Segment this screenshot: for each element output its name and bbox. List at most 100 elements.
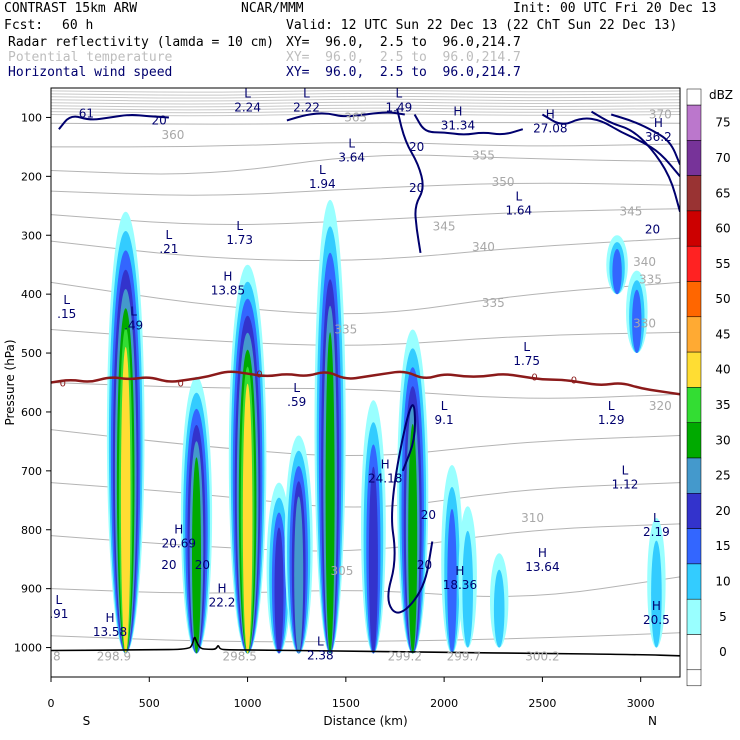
- extremum-label: H20.5: [643, 599, 670, 627]
- extremum-label: H13.64: [525, 546, 559, 574]
- colorbar-swatch-25: [686, 457, 702, 494]
- theta-band-line: [51, 107, 680, 111]
- extremum-value: 3.64: [338, 151, 365, 165]
- extremum-label: L2.19: [643, 511, 670, 539]
- extremum-label: L1.29: [598, 399, 625, 427]
- extremum-letter: H: [538, 546, 547, 560]
- extremum-label: H13.85: [211, 269, 245, 297]
- freezing-level-label: 0: [60, 379, 66, 390]
- extremum-label: L2.24: [234, 88, 261, 115]
- wind-contour-3: [413, 114, 524, 136]
- extremum-value: 1.12: [612, 478, 639, 492]
- theta-contour-345: [51, 208, 680, 225]
- x-end-label-left: S: [83, 714, 91, 728]
- colorbar-swatch-75: [686, 104, 702, 141]
- theta-label: 360: [161, 128, 184, 142]
- colorbar-label: 50: [715, 292, 730, 306]
- field-theta-name: Potential temperature: [8, 50, 173, 65]
- colorbar-swatch-5: [686, 598, 702, 635]
- extremum-value: 1.75: [513, 354, 540, 368]
- refl-column-2-level-40: [242, 383, 253, 654]
- plot-frame: [50, 87, 681, 678]
- refl-column-7-level-30: [408, 424, 418, 654]
- extremum-label: H36.2: [645, 116, 672, 144]
- wind-contour-7: [387, 404, 434, 614]
- extremum-letter: L: [166, 228, 173, 242]
- extremum-letter: L: [56, 593, 63, 607]
- wind-contour-2: [396, 108, 424, 254]
- y-tick-label: 700: [21, 465, 42, 478]
- valid-time: Valid: 12 UTC Sun 22 Dec 13 (22 ChT Sun …: [286, 18, 678, 33]
- colorbar-label: 25: [715, 469, 730, 483]
- field-theta-xy: XY= 96.0, 2.5 to 96.0,214.7: [286, 50, 521, 65]
- extremum-letter: H: [654, 116, 663, 130]
- reflectivity-columns: [106, 199, 666, 654]
- extremum-label: L.49: [124, 305, 143, 333]
- extremum-letter: H: [455, 564, 464, 578]
- theta-band-line: [51, 89, 680, 93]
- theta-label: 299.7: [447, 649, 481, 663]
- forecast-value: 60 h: [62, 18, 94, 33]
- extremum-label: H13.58: [93, 611, 127, 639]
- colorbar-swatch-15: [686, 528, 702, 565]
- theta-label: 305: [330, 564, 353, 578]
- theta-label: 345: [619, 205, 642, 219]
- wind-contour-1: [286, 111, 405, 122]
- extremum-letter: L: [317, 634, 324, 648]
- colorbar-swatch-35: [686, 387, 702, 423]
- wind-label: 20: [195, 558, 210, 572]
- field-reflectivity-name: Radar reflectivity (lamda = 10 cm): [8, 35, 275, 50]
- colorbar-label: 30: [715, 433, 730, 447]
- field-wind-name: Horizontal wind speed: [8, 65, 173, 80]
- freezing-level: 0 0 0 0 0: [51, 370, 680, 396]
- colorbar-label: 20: [715, 504, 730, 518]
- wind-label: 20: [417, 558, 432, 572]
- extremum-value: 20.69: [162, 537, 196, 551]
- extremum-value: .59: [287, 395, 306, 409]
- theta-contour-300: [51, 632, 680, 643]
- extremum-label: 61: [79, 107, 94, 121]
- extremum-label: H31.34: [441, 104, 475, 132]
- refl-column-13-level-10: [651, 540, 662, 648]
- colorbar-swatch-0: [686, 634, 702, 671]
- extremum-label: H22.2: [209, 581, 236, 609]
- colorbar-label: 75: [715, 116, 730, 130]
- center-name: NCAR/MMM: [241, 1, 304, 16]
- colorbar-swatch-50: [686, 281, 702, 318]
- theta-band-line: [51, 92, 680, 96]
- freezing-level-label: 0: [178, 379, 184, 390]
- extremum-value: 13.58: [93, 625, 127, 639]
- x-tick-label: 1500: [332, 697, 360, 710]
- theta-label: 298.5: [223, 649, 257, 663]
- refl-column-11-level-15: [612, 249, 622, 295]
- extremum-letter: L: [523, 340, 530, 354]
- theta-label: 365: [344, 111, 367, 125]
- extremum-label: L3.64: [338, 137, 365, 165]
- colorbar-swatch-10: [686, 563, 702, 600]
- colorbar-swatch-55: [686, 245, 702, 282]
- theta-label: 370: [649, 108, 672, 122]
- extremum-label: L.59: [287, 381, 306, 409]
- extremum-letter: L: [653, 511, 660, 525]
- colorbar-swatch-20: [686, 493, 702, 529]
- extremum-value: 1.73: [226, 233, 253, 247]
- extremum-letter: H: [453, 104, 462, 118]
- extremum-value: 61: [79, 107, 94, 121]
- extremum-letter: L: [396, 87, 403, 101]
- theta-label: 298.9: [97, 649, 131, 663]
- colorbar-label: 60: [715, 222, 730, 236]
- extremum-letter: L: [293, 381, 300, 395]
- colorbar-label: 40: [715, 363, 730, 377]
- refl-column-3-level-20: [274, 527, 284, 654]
- theta-band-line: [51, 101, 680, 105]
- theta-label: 350: [492, 175, 515, 189]
- extremum-value: 1.29: [598, 413, 625, 427]
- extremum-value: .91: [49, 607, 68, 621]
- colorbar-swatch-60: [686, 210, 702, 247]
- extremum-label: L9.1: [435, 399, 454, 427]
- colorbar-label: 5: [719, 610, 727, 624]
- x-tick-label: 500: [139, 697, 160, 710]
- wind-label: 20: [151, 113, 166, 127]
- wind-contour-6: [610, 113, 680, 165]
